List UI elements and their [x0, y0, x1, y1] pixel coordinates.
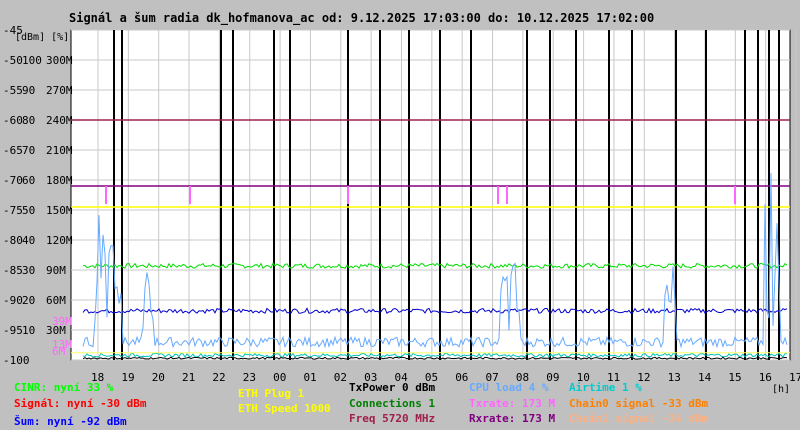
x-tick: 20	[152, 371, 165, 384]
x-tick: 14	[698, 371, 712, 384]
y-pct-tick: 70	[22, 144, 35, 157]
x-tick: 01	[303, 371, 316, 384]
y-rate-tick-colored: 6M	[52, 345, 66, 358]
y-dbm-tick: -70	[3, 174, 23, 187]
series-airtime	[82, 352, 788, 358]
x-axis-label: [h]	[772, 384, 790, 395]
chart-title: Signál a šum radia dk_hofmanova_ac od: 9…	[69, 11, 655, 25]
legend-txpower: TxPower 0 dBm	[349, 381, 436, 394]
legend-airtime: Airtime 1 %	[569, 381, 642, 394]
x-tick: 18	[91, 371, 104, 384]
legend-noise: Šum: nyní -92 dBm	[14, 415, 127, 428]
y-dbm-tick: -50	[3, 54, 23, 67]
y-dbm-tick: -85	[3, 264, 23, 277]
legend-connections: Connections 1	[349, 397, 436, 410]
y-pct-tick: 50	[22, 204, 35, 217]
y-rate-tick: 150M	[46, 204, 73, 217]
legend-chain0: Chain0 signal -33 dBm	[569, 397, 709, 410]
x-tick: 04	[395, 371, 409, 384]
legend-txrate: Txrate: 173 M	[469, 397, 556, 410]
legend-cinr: CINR: nyní 33 %	[14, 381, 114, 394]
x-tick: 22	[212, 371, 225, 384]
y-rate-tick: 120M	[46, 234, 73, 247]
y-dbm-tick: -90	[3, 294, 23, 307]
legend-eth-speed: ETH Speed 1000	[238, 402, 331, 415]
y-rate-tick-colored: 39M	[52, 315, 72, 328]
y-units-label: [dBm] [%]	[15, 32, 69, 43]
x-tick: 13	[668, 371, 681, 384]
y-pct-tick: 10	[22, 324, 35, 337]
y-pct-tick: 100	[22, 54, 42, 67]
y-dbm-tick: -80	[3, 234, 23, 247]
y-pct-tick: 20	[22, 294, 35, 307]
y-rate-tick: 210M	[46, 144, 73, 157]
x-tick: 21	[182, 371, 195, 384]
x-tick: 00	[273, 371, 286, 384]
y-rate-tick: 300M	[46, 54, 73, 67]
x-tick: 12	[637, 371, 650, 384]
series-cpu	[82, 172, 788, 349]
y-dbm-tick: -60	[3, 114, 23, 127]
legend-rxrate: Rxrate: 173 M	[469, 412, 556, 425]
legend-cpu: CPU load 4 %	[469, 381, 549, 394]
x-tick: 08	[516, 371, 529, 384]
y-rate-tick: 270M	[46, 84, 73, 97]
y-rate-tick: 240M	[46, 114, 73, 127]
y-dbm-tick: -75	[3, 204, 23, 217]
y-dbm-tick: -65	[3, 144, 23, 157]
y-pct-tick: 30	[22, 264, 35, 277]
x-tick: 19	[121, 371, 134, 384]
y-rate-tick: 90M	[46, 264, 66, 277]
x-tick: 06	[455, 371, 468, 384]
y-rate-tick: 30M	[46, 324, 66, 337]
legend-chain1: Chain1 signal -34 dBm	[569, 412, 709, 425]
x-tick: 07	[486, 371, 499, 384]
x-tick: 15	[728, 371, 741, 384]
y-pct-tick: 60	[22, 174, 35, 187]
x-tick: 09	[546, 371, 559, 384]
legend-signal: Signál: nyní -30 dBm	[14, 397, 147, 410]
y-dbm-tick: -95	[3, 324, 23, 337]
legend-eth-plug: ETH Plug 1	[238, 387, 305, 400]
series-cinr	[82, 262, 788, 270]
x-tick: 11	[607, 371, 620, 384]
y-dbm-tick: -55	[3, 84, 23, 97]
y-dbm-tick: -45	[3, 24, 23, 37]
y-pct-tick: 90	[22, 84, 35, 97]
y-rate-tick: 180M	[46, 174, 73, 187]
x-tick: 05	[425, 371, 438, 384]
y-rate-tick-colored: 13M	[52, 338, 72, 351]
x-tick: 23	[243, 371, 256, 384]
x-tick: 02	[334, 371, 347, 384]
series-signal-low	[82, 356, 788, 360]
x-tick: 03	[364, 371, 377, 384]
legend-freq: Freq 5720 MHz	[349, 412, 436, 425]
y-pct-tick: 40	[22, 234, 35, 247]
x-tick: 17	[789, 371, 800, 384]
x-tick: 16	[759, 371, 772, 384]
y-pct-tick: 80	[22, 114, 35, 127]
y-rate-tick: 60M	[46, 294, 66, 307]
y-dbm-tick: -100	[3, 354, 30, 367]
x-tick: 10	[577, 371, 590, 384]
series-noise	[82, 307, 788, 315]
